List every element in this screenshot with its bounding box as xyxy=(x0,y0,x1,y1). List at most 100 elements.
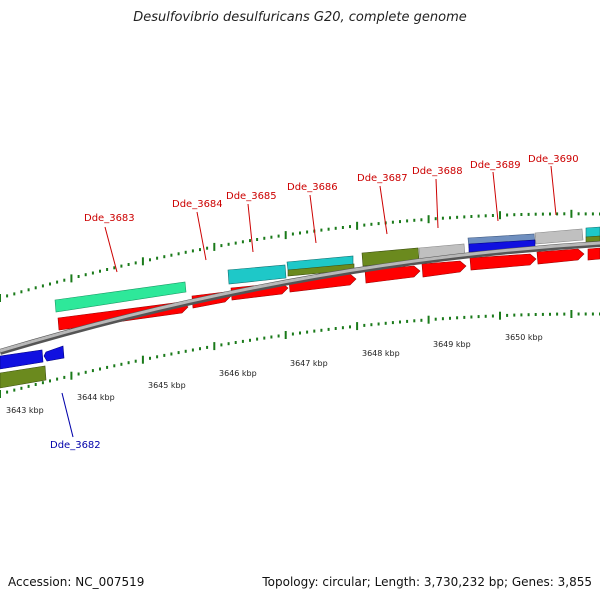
minor-tick xyxy=(506,213,509,217)
minor-tick xyxy=(420,218,423,222)
minor-tick xyxy=(106,365,109,369)
feature-dde3682-blue-b[interactable] xyxy=(43,345,65,362)
minor-tick xyxy=(91,271,94,275)
minor-tick xyxy=(449,316,451,320)
minor-tick xyxy=(391,321,394,325)
minor-tick xyxy=(363,323,366,327)
minor-tick xyxy=(156,355,159,359)
gene-label[interactable]: Dde_3689 xyxy=(470,160,521,171)
minor-tick xyxy=(41,284,44,288)
minor-tick xyxy=(63,278,66,282)
minor-tick xyxy=(534,212,537,216)
kbp-label: 3643 kbp xyxy=(6,406,44,415)
minor-tick xyxy=(177,252,180,256)
minor-tick xyxy=(191,348,194,352)
minor-tick xyxy=(534,313,537,316)
major-tick xyxy=(141,355,144,364)
minor-tick xyxy=(227,342,230,346)
minor-tick xyxy=(370,222,373,226)
minor-tick xyxy=(241,339,244,343)
minor-tick xyxy=(99,367,101,371)
genome-stats-text: Topology: circular; Length: 3,730,232 bp… xyxy=(262,575,592,589)
minor-tick xyxy=(563,212,566,216)
major-tick xyxy=(70,371,73,380)
major-tick xyxy=(499,211,501,220)
minor-tick xyxy=(477,214,480,218)
minor-tick xyxy=(556,212,559,216)
minor-tick xyxy=(377,322,380,326)
minor-tick xyxy=(113,364,116,368)
minor-tick xyxy=(513,313,516,317)
feature-dde3685-outer[interactable] xyxy=(227,264,287,285)
minor-tick xyxy=(591,312,594,316)
major-tick xyxy=(570,209,573,218)
minor-tick xyxy=(127,263,130,266)
major-tick xyxy=(141,257,144,266)
minor-tick xyxy=(199,347,201,351)
minor-tick xyxy=(63,375,66,379)
feature-dde3687-cds[interactable] xyxy=(364,265,421,284)
kbp-label: 3644 kbp xyxy=(77,393,115,402)
gene-label[interactable]: Dde_3685 xyxy=(226,191,277,202)
kbp-label: 3645 kbp xyxy=(148,381,186,390)
gene-label[interactable]: Dde_3690 xyxy=(528,154,579,165)
minor-tick xyxy=(249,239,251,243)
feature-next-outer[interactable] xyxy=(585,226,600,238)
minor-tick xyxy=(13,388,16,392)
leader-dde3685 xyxy=(247,203,254,253)
leader-dde3687 xyxy=(379,185,388,235)
minor-tick xyxy=(463,215,466,219)
minor-tick xyxy=(327,327,330,331)
minor-tick xyxy=(49,282,51,286)
minor-tick xyxy=(120,264,123,268)
gene-label[interactable]: Dde_3682 xyxy=(50,440,101,451)
minor-tick xyxy=(349,325,351,329)
genome-backbone-highlight xyxy=(0,241,600,353)
minor-tick xyxy=(6,390,9,394)
feature-next-cds[interactable] xyxy=(587,247,600,261)
minor-tick xyxy=(27,384,30,388)
feature-dde3689-cds[interactable] xyxy=(469,253,537,271)
minor-tick xyxy=(113,266,116,270)
minor-tick xyxy=(6,294,9,298)
major-tick xyxy=(356,322,359,331)
minor-tick xyxy=(184,349,187,353)
minor-tick xyxy=(41,381,44,385)
major-tick xyxy=(284,331,287,339)
gene-label[interactable]: Dde_3683 xyxy=(84,213,135,224)
major-tick xyxy=(499,311,501,320)
reverse-features xyxy=(0,345,65,389)
feature-dde3683-outer[interactable] xyxy=(54,281,187,313)
minor-tick xyxy=(413,319,416,323)
minor-tick xyxy=(291,332,294,336)
map-title: Desulfovibrio desulfuricans G20, complet… xyxy=(133,10,467,25)
minor-tick xyxy=(106,268,109,271)
leader-dde3689 xyxy=(492,171,499,222)
feature-dde3682-blue-a[interactable] xyxy=(0,349,44,370)
minor-tick xyxy=(156,256,159,260)
feature-dde3688-cds[interactable] xyxy=(421,260,467,278)
minor-tick xyxy=(277,334,280,338)
minor-tick xyxy=(270,235,273,239)
gene-label[interactable]: Dde_3687 xyxy=(357,173,408,184)
minor-tick xyxy=(56,377,59,381)
major-tick xyxy=(213,242,216,251)
minor-tick xyxy=(341,326,344,330)
gene-label[interactable]: Dde_3684 xyxy=(172,199,223,210)
minor-tick xyxy=(184,250,187,254)
gene-label[interactable]: Dde_3686 xyxy=(287,182,338,193)
feature-dde3690-outer[interactable] xyxy=(534,228,584,245)
minor-tick xyxy=(234,341,237,344)
minor-tick xyxy=(291,232,294,236)
feature-next-mid[interactable] xyxy=(585,235,600,243)
gene-label[interactable]: Dde_3688 xyxy=(412,166,463,177)
minor-tick xyxy=(206,246,209,250)
minor-tick xyxy=(406,319,409,323)
minor-tick xyxy=(20,386,23,390)
feature-dde3682-olive[interactable] xyxy=(0,365,47,389)
major-tick xyxy=(0,294,1,302)
feature-dde3690-cds[interactable] xyxy=(536,248,585,265)
minor-tick xyxy=(527,313,530,317)
minor-tick xyxy=(491,314,494,318)
